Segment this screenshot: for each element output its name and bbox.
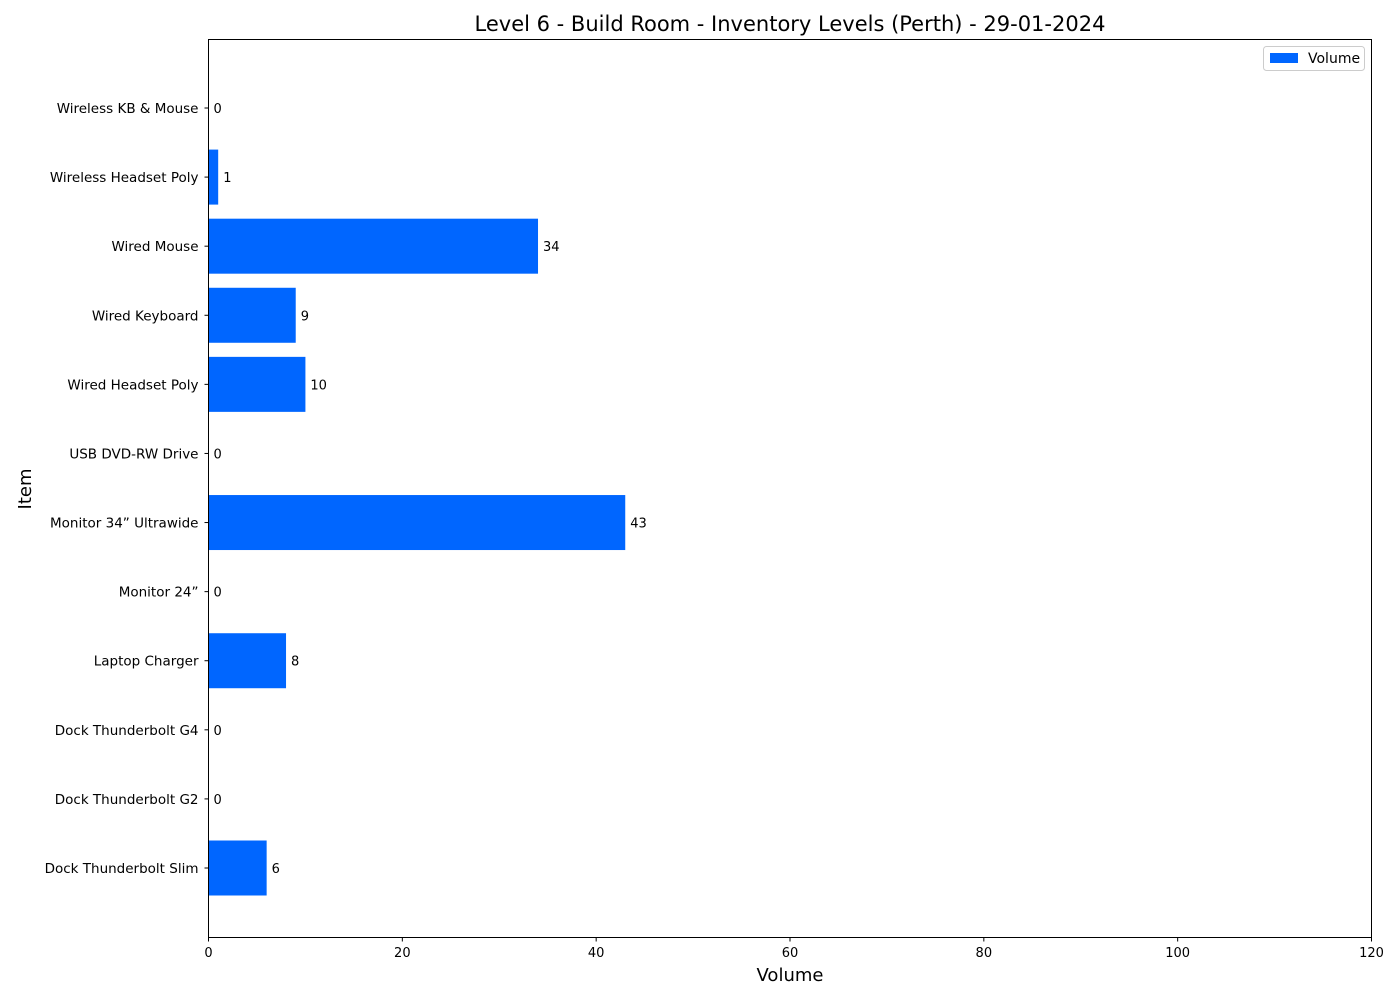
x-tick-label: 60 — [782, 946, 799, 961]
bar — [208, 287, 296, 343]
x-tick-label: 0 — [204, 946, 212, 961]
x-tick-label: 120 — [1359, 946, 1384, 961]
legend-swatch — [1270, 53, 1298, 63]
y-tick-label: USB DVD-RW Drive — [69, 446, 198, 462]
y-tick-label: Wired Keyboard — [92, 308, 199, 324]
y-tick-label: Wired Mouse — [111, 239, 198, 255]
bar — [208, 495, 626, 551]
bars-layer — [208, 149, 626, 896]
data-label: 34 — [543, 240, 560, 255]
data-label: 0 — [214, 724, 222, 739]
bar — [208, 218, 539, 274]
y-tick-label: Monitor 34” Ultrawide — [50, 516, 199, 532]
x-tick-label: 100 — [1165, 946, 1190, 961]
data-label: 43 — [630, 517, 647, 532]
data-label: 0 — [214, 586, 222, 601]
legend: Volume — [1263, 46, 1365, 71]
data-label: 6 — [272, 862, 280, 877]
y-axis-label: Item — [15, 469, 36, 510]
bar — [208, 149, 219, 205]
chart-title: Level 6 - Build Room - Inventory Levels … — [475, 12, 1106, 36]
x-axis-label: Volume — [757, 965, 824, 986]
x-tick-label: 20 — [394, 946, 411, 961]
y-tick-label: Wireless Headset Poly — [50, 170, 199, 186]
y-tick-label: Monitor 24” — [119, 585, 199, 601]
y-tick-label: Laptop Charger — [94, 654, 199, 670]
x-tick-label: 40 — [588, 946, 605, 961]
legend-label: Volume — [1308, 51, 1360, 67]
y-tick-label: Dock Thunderbolt Slim — [45, 861, 199, 877]
y-tick-label: Dock Thunderbolt G4 — [55, 723, 199, 739]
y-tick-label: Wireless KB & Mouse — [57, 101, 199, 117]
data-label: 8 — [291, 655, 299, 670]
data-label: 9 — [301, 309, 309, 324]
data-label: 0 — [214, 793, 222, 808]
y-axis-ticks: Dock Thunderbolt Slim Dock Thunderbolt G2… — [45, 101, 209, 877]
plot-frame — [208, 39, 1372, 938]
y-tick-label: Dock Thunderbolt G2 — [55, 792, 199, 808]
x-axis-ticks: 0 20 40 60 80 100 120 — [204, 937, 1384, 961]
data-label: 10 — [310, 378, 327, 393]
bar — [208, 840, 267, 896]
x-tick-label: 80 — [976, 946, 993, 961]
bar — [208, 356, 306, 412]
bar — [208, 633, 287, 689]
data-label: 0 — [214, 447, 222, 462]
data-label: 1 — [223, 171, 231, 186]
data-label: 0 — [214, 102, 222, 117]
legend-box — [1263, 46, 1365, 71]
y-tick-label: Wired Headset Poly — [67, 377, 198, 393]
